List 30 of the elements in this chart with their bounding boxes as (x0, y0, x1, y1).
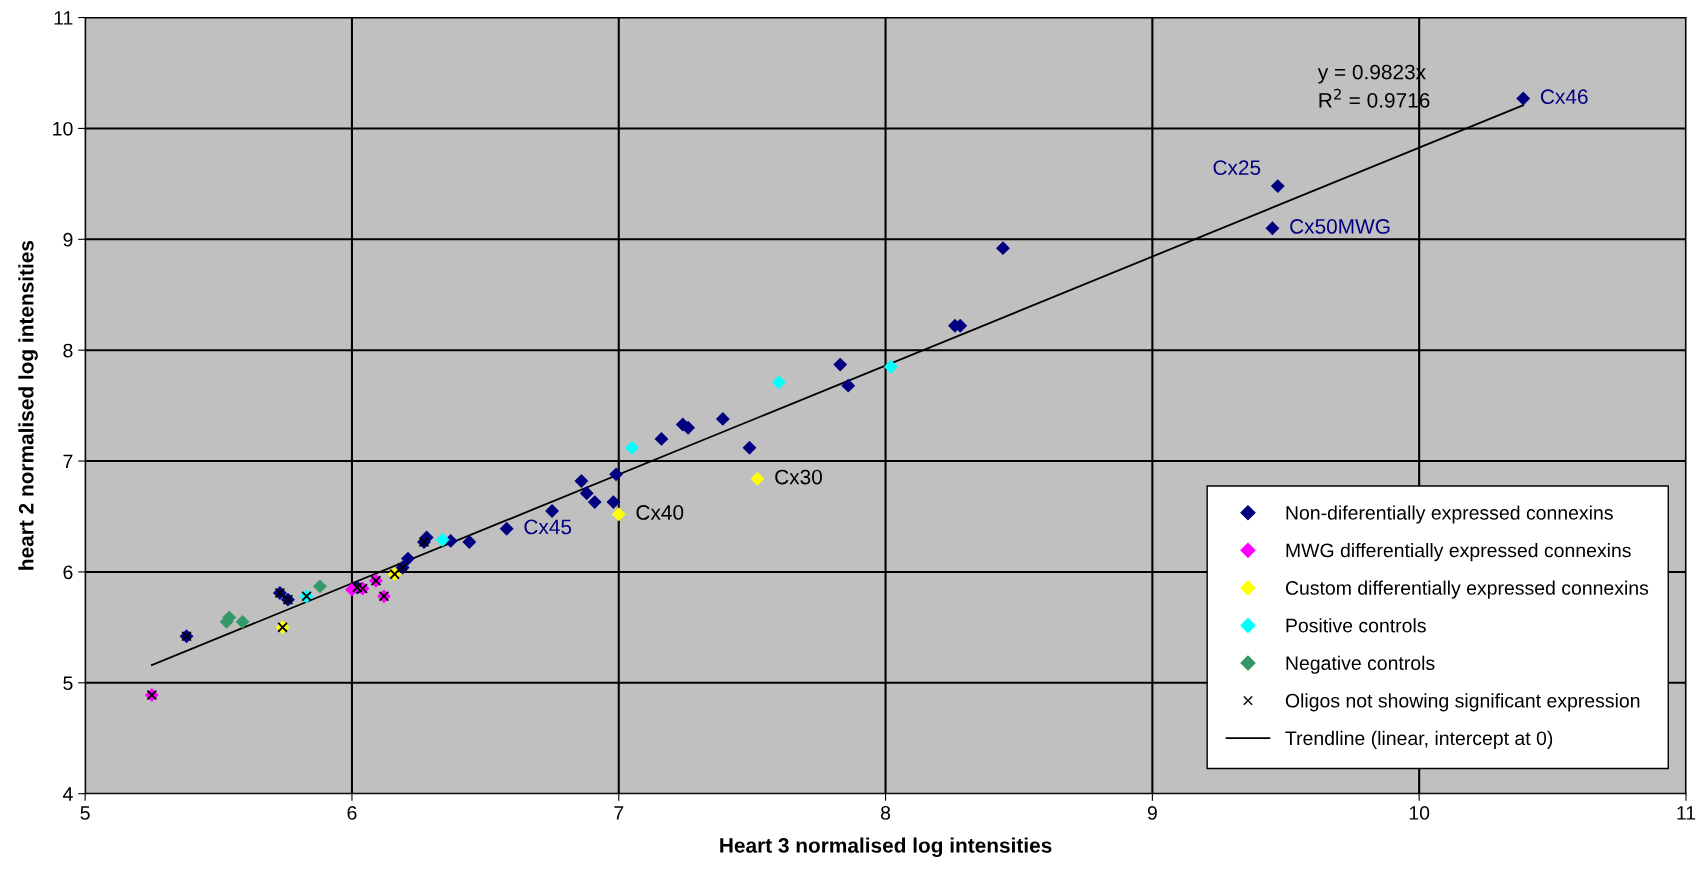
annotation: Cx46 (1540, 89, 1588, 105)
annotation: Cx50MWG (1290, 219, 1390, 234)
x-tick-label: 9 (1147, 806, 1157, 820)
x-axis-title: Heart 3 normalised log intensities (720, 837, 1052, 858)
legend-label: Positive controls (1286, 618, 1426, 633)
annotation: Cx30 (775, 469, 822, 485)
x-tick-label: 7 (614, 806, 624, 820)
legend-label: Non-diferentially expressed connexins (1286, 505, 1613, 524)
legend-label: Trendline (linear, intercept at 0) (1285, 730, 1553, 749)
annotation: Cx45 (524, 519, 572, 535)
annotation: Cx40 (636, 505, 684, 520)
legend-label: Oligos not showing significant expression (1285, 693, 1640, 712)
y-tick-label: 6 (63, 565, 73, 580)
y-tick-label: 8 (63, 343, 73, 358)
annotation: Cx25 (1213, 160, 1261, 175)
x-tick-label: 8 (881, 806, 891, 820)
x-tick-label: 10 (1409, 806, 1430, 820)
x-tick-label: 11 (1677, 806, 1696, 820)
y-tick-label: 10 (53, 121, 73, 136)
y-tick-label: 5 (63, 676, 73, 691)
x-tick-label: 5 (80, 806, 90, 820)
legend-label: Negative controls (1286, 655, 1435, 674)
y-axis-title: heart 2 normalised log intensities (18, 240, 38, 570)
x-tick-label: 6 (347, 806, 357, 820)
legend-label: MWG differentially expressed connexins (1286, 543, 1631, 562)
y-tick-label: 11 (54, 11, 73, 25)
y-tick-label: 7 (63, 454, 73, 469)
y-tick-label: 4 (62, 787, 73, 801)
legend-label: Custom differentially expressed connexins (1285, 580, 1649, 599)
y-tick-label: 9 (63, 232, 73, 247)
